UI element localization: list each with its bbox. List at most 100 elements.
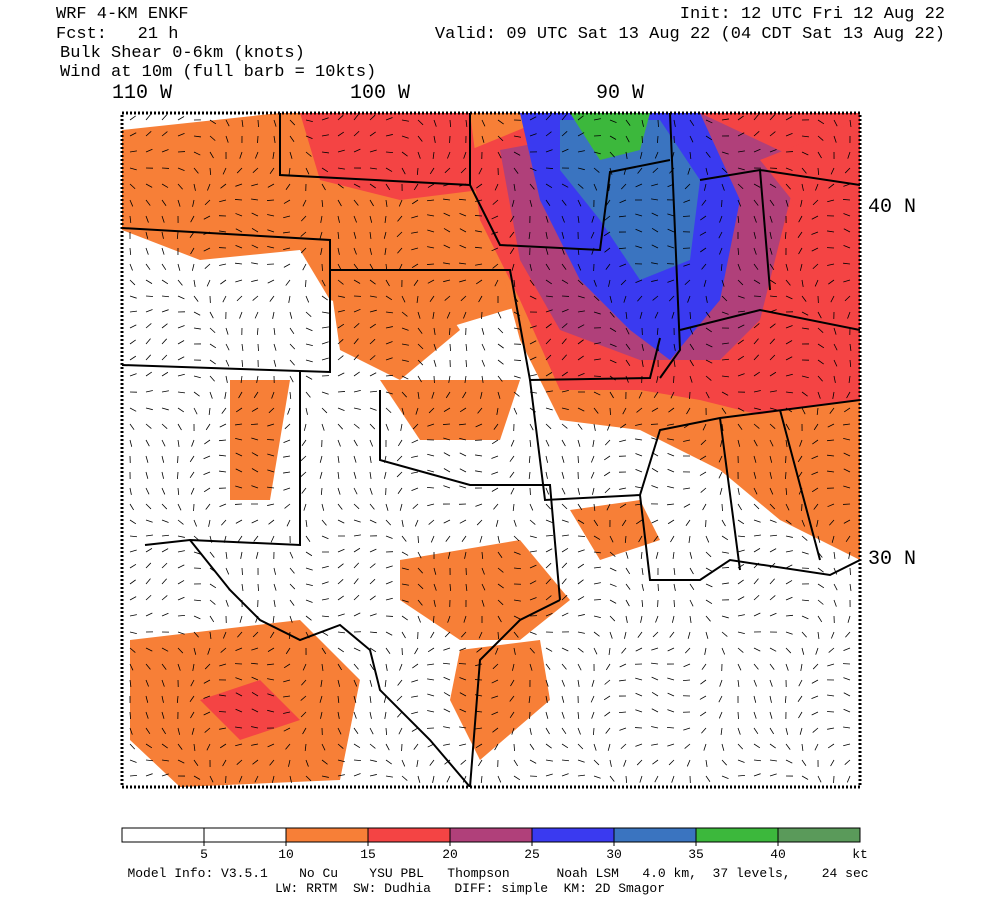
wind-barb xyxy=(545,372,553,377)
wind-barb xyxy=(689,151,692,159)
wind-barb xyxy=(251,262,259,265)
wind-barb xyxy=(219,199,227,203)
wind-barb xyxy=(769,595,776,601)
wind-barb xyxy=(737,439,741,447)
wind-barb xyxy=(529,116,537,121)
wind-barb xyxy=(561,114,567,121)
wind-barb xyxy=(190,247,195,255)
wind-barb xyxy=(305,615,312,621)
wind-barb xyxy=(417,615,421,623)
wind-barb xyxy=(235,692,243,697)
wind-barb xyxy=(433,119,437,127)
wind-barb xyxy=(817,151,822,159)
wind-barb xyxy=(267,453,275,457)
wind-barb xyxy=(459,407,467,413)
wind-barb xyxy=(561,183,569,188)
wind-barb xyxy=(801,327,809,330)
wind-barb xyxy=(689,311,691,320)
wind-barb xyxy=(769,114,775,121)
wind-barb xyxy=(459,726,467,729)
wind-barb xyxy=(529,564,537,569)
wind-barb xyxy=(446,311,451,319)
wind-barb xyxy=(625,327,630,335)
wind-barb xyxy=(417,343,424,350)
wind-barb xyxy=(321,743,326,751)
wind-barb xyxy=(827,230,835,233)
wind-barb xyxy=(593,775,601,779)
wind-barb xyxy=(397,487,403,494)
wind-barb xyxy=(833,119,838,127)
wind-barb xyxy=(208,519,211,527)
wind-barb xyxy=(235,708,243,713)
wind-barb xyxy=(513,647,516,655)
wind-barb xyxy=(620,183,627,190)
wind-barb xyxy=(654,775,659,783)
wind-barb xyxy=(191,263,195,271)
wind-barb xyxy=(145,114,151,121)
wind-barb xyxy=(785,471,787,480)
wind-barb xyxy=(577,614,585,617)
wind-barb xyxy=(817,775,822,783)
wind-barb xyxy=(321,326,329,329)
wind-barb xyxy=(577,183,584,189)
wind-barb xyxy=(337,114,344,121)
wind-barb xyxy=(337,391,346,393)
wind-barb xyxy=(204,263,211,270)
wind-barb xyxy=(593,151,601,155)
wind-barb xyxy=(161,471,164,479)
wind-barb xyxy=(321,565,329,569)
wind-barb xyxy=(798,711,803,719)
wind-barb xyxy=(493,503,499,510)
wind-barb xyxy=(177,614,186,617)
wind-barb xyxy=(670,391,675,399)
wind-barb xyxy=(385,183,391,191)
wind-barb xyxy=(287,407,291,415)
wind-barb xyxy=(833,375,836,383)
wind-barb xyxy=(193,631,199,638)
wind-barb xyxy=(529,167,537,172)
wind-barb xyxy=(667,213,675,217)
wind-barb xyxy=(251,437,259,441)
wind-barb xyxy=(289,583,296,590)
wind-barb xyxy=(667,709,675,713)
wind-barb xyxy=(817,535,821,543)
wind-barb xyxy=(129,373,137,377)
wind-barb xyxy=(785,263,789,271)
wind-barb xyxy=(705,759,708,767)
wind-barb xyxy=(220,279,227,285)
wind-barb xyxy=(497,311,502,319)
wind-barb xyxy=(737,596,745,601)
wind-barb xyxy=(529,631,537,635)
wind-barb xyxy=(129,339,136,345)
wind-barb xyxy=(145,279,153,284)
wind-barb xyxy=(811,471,819,476)
wind-barb xyxy=(721,647,726,655)
wind-barb xyxy=(640,615,643,623)
wind-barb xyxy=(161,759,169,762)
wind-barb xyxy=(801,311,809,316)
wind-barb xyxy=(635,469,643,473)
wind-barb xyxy=(305,775,312,782)
wind-barb xyxy=(337,548,345,553)
wind-barb xyxy=(443,262,451,265)
wind-barb xyxy=(267,469,275,473)
wind-barb xyxy=(513,615,521,620)
wind-barb xyxy=(240,375,243,383)
wind-barb xyxy=(273,119,277,127)
wind-barb xyxy=(269,759,275,766)
wind-barb xyxy=(385,663,388,671)
wind-barb xyxy=(269,295,275,302)
wind-barb xyxy=(545,773,553,777)
wind-barb xyxy=(251,407,259,412)
wind-barb xyxy=(177,373,185,377)
colorbar-box xyxy=(531,827,615,843)
wind-barb xyxy=(812,439,819,445)
wind-barb xyxy=(321,117,329,121)
wind-barb xyxy=(463,151,467,159)
wind-barb xyxy=(337,695,340,703)
wind-barb xyxy=(301,439,307,446)
wind-barb xyxy=(432,775,435,783)
wind-barb xyxy=(417,135,423,142)
wind-barb xyxy=(445,535,451,542)
wind-barb xyxy=(129,215,132,224)
